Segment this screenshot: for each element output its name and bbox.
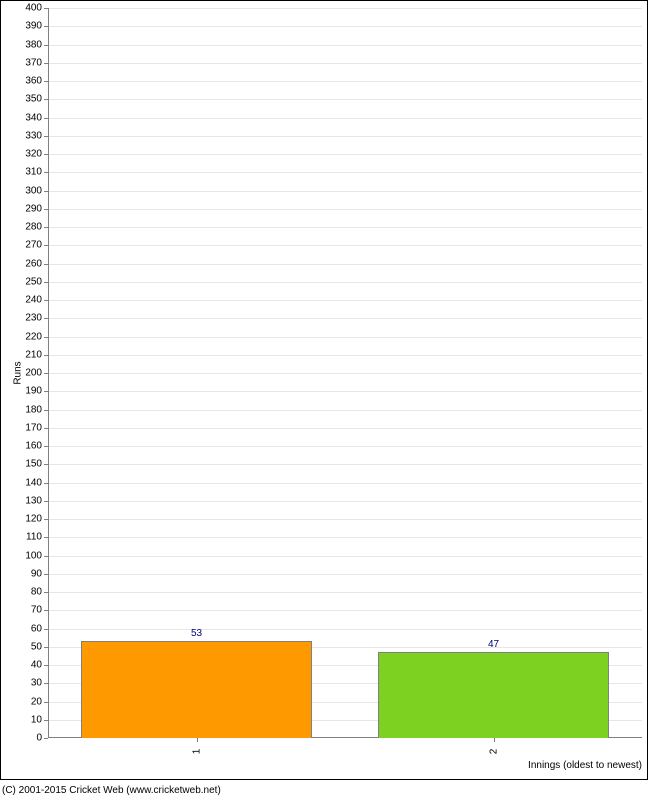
- gridline: [48, 227, 642, 228]
- y-tick-label: 130: [25, 495, 42, 506]
- y-tick-label: 300: [25, 185, 42, 196]
- gridline: [48, 318, 642, 319]
- y-tick-label: 190: [25, 386, 42, 397]
- gridline: [48, 428, 642, 429]
- y-tick-label: 240: [25, 295, 42, 306]
- gridline: [48, 209, 642, 210]
- y-axis-title: Runs: [13, 361, 24, 384]
- gridline: [48, 464, 642, 465]
- bar: [378, 652, 610, 738]
- y-tick-label: 180: [25, 404, 42, 415]
- gridline: [48, 63, 642, 64]
- gridline: [48, 26, 642, 27]
- gridline: [48, 8, 642, 9]
- gridline: [48, 446, 642, 447]
- gridline: [48, 99, 642, 100]
- gridline: [48, 410, 642, 411]
- y-tick-mark: [44, 738, 48, 739]
- y-tick-label: 150: [25, 459, 42, 470]
- y-tick-label: 220: [25, 331, 42, 342]
- gridline: [48, 118, 642, 119]
- gridline: [48, 574, 642, 575]
- gridline: [48, 610, 642, 611]
- y-tick-label: 350: [25, 94, 42, 105]
- gridline: [48, 592, 642, 593]
- y-tick-label: 120: [25, 514, 42, 525]
- y-tick-label: 270: [25, 240, 42, 251]
- bar-value-label: 53: [191, 628, 202, 639]
- y-tick-label: 70: [31, 605, 42, 616]
- gridline: [48, 483, 642, 484]
- y-tick-label: 340: [25, 112, 42, 123]
- gridline: [48, 81, 642, 82]
- gridline: [48, 556, 642, 557]
- gridline: [48, 172, 642, 173]
- y-tick-label: 90: [31, 568, 42, 579]
- y-tick-label: 40: [31, 660, 42, 671]
- gridline: [48, 300, 642, 301]
- y-tick-label: 390: [25, 21, 42, 32]
- y-tick-label: 370: [25, 57, 42, 68]
- plot-area: 0102030405060708090100110120130140150160…: [48, 8, 642, 738]
- gridline: [48, 629, 642, 630]
- gridline: [48, 264, 642, 265]
- gridline: [48, 154, 642, 155]
- gridline: [48, 519, 642, 520]
- x-tick-mark: [197, 738, 198, 742]
- x-tick-label: 2: [488, 749, 499, 755]
- y-tick-label: 380: [25, 39, 42, 50]
- gridline: [48, 136, 642, 137]
- y-tick-label: 400: [25, 3, 42, 14]
- y-tick-label: 50: [31, 641, 42, 652]
- gridline: [48, 391, 642, 392]
- y-tick-label: 230: [25, 313, 42, 324]
- y-tick-label: 80: [31, 587, 42, 598]
- copyright-text: (C) 2001-2015 Cricket Web (www.cricketwe…: [2, 785, 221, 796]
- y-tick-label: 210: [25, 349, 42, 360]
- y-tick-label: 30: [31, 678, 42, 689]
- y-tick-label: 10: [31, 714, 42, 725]
- y-tick-label: 200: [25, 368, 42, 379]
- y-tick-label: 110: [26, 532, 42, 543]
- x-axis-title: Innings (oldest to newest): [528, 760, 642, 771]
- y-tick-label: 140: [25, 477, 42, 488]
- y-tick-label: 20: [31, 696, 42, 707]
- gridline: [48, 282, 642, 283]
- gridline: [48, 191, 642, 192]
- gridline: [48, 355, 642, 356]
- gridline: [48, 501, 642, 502]
- y-tick-label: 330: [25, 130, 42, 141]
- gridline: [48, 373, 642, 374]
- y-tick-label: 160: [25, 441, 42, 452]
- gridline: [48, 45, 642, 46]
- y-tick-label: 320: [25, 149, 42, 160]
- y-tick-label: 260: [25, 258, 42, 269]
- y-axis-line: [48, 8, 49, 738]
- y-tick-label: 310: [25, 167, 42, 178]
- bar: [81, 641, 313, 738]
- bar-value-label: 47: [488, 639, 499, 650]
- x-tick-mark: [494, 738, 495, 742]
- y-tick-label: 250: [25, 276, 42, 287]
- y-tick-label: 290: [25, 203, 42, 214]
- y-tick-label: 60: [31, 623, 42, 634]
- gridline: [48, 245, 642, 246]
- y-tick-label: 170: [25, 422, 42, 433]
- y-tick-label: 280: [25, 222, 42, 233]
- gridline: [48, 537, 642, 538]
- y-tick-label: 100: [25, 550, 42, 561]
- chart-container: 0 10 20 30 40 50 60 70 80 90 100 110 120 130 140 150 160…: [0, 0, 650, 800]
- y-tick-label: 360: [25, 76, 42, 87]
- gridline: [48, 337, 642, 338]
- x-tick-label: 1: [191, 749, 202, 755]
- y-tick-label: 0: [36, 733, 42, 744]
